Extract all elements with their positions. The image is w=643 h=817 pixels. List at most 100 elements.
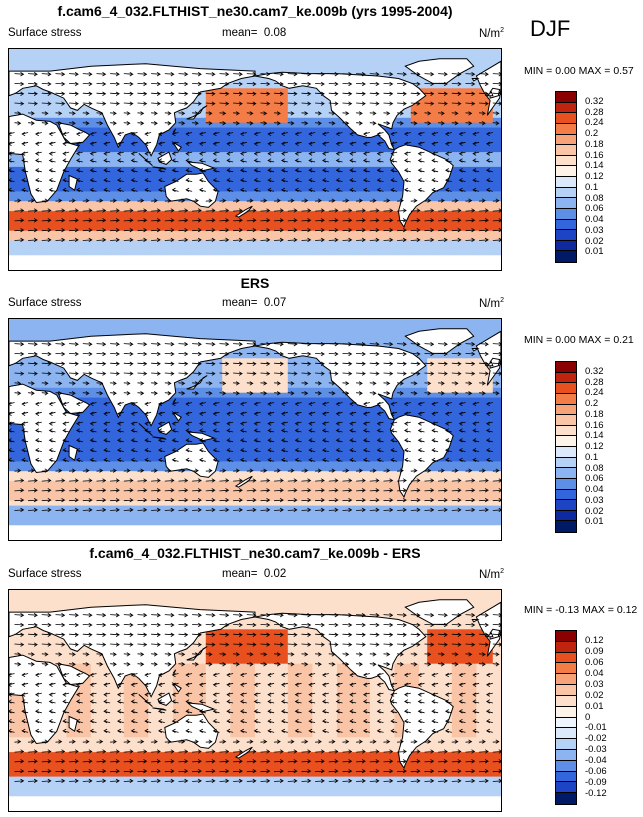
field-cell bbox=[492, 181, 501, 188]
field-cell bbox=[197, 220, 207, 227]
field-cell bbox=[353, 432, 363, 438]
field-cell bbox=[287, 397, 297, 404]
field-cell bbox=[312, 181, 322, 188]
stress-arrow bbox=[260, 111, 268, 116]
field-cell bbox=[230, 157, 240, 163]
field-cell bbox=[419, 245, 428, 251]
field-cell bbox=[328, 382, 338, 389]
stress-arrow bbox=[342, 121, 350, 126]
field-cell bbox=[419, 132, 428, 138]
stress-arrow bbox=[117, 158, 124, 163]
field-cell bbox=[25, 377, 35, 384]
field-cell bbox=[197, 333, 207, 340]
field-cell bbox=[460, 142, 469, 148]
field-cell bbox=[99, 176, 108, 183]
field-cell bbox=[148, 328, 158, 335]
field-cell bbox=[132, 328, 141, 335]
field-cell bbox=[255, 245, 264, 251]
field-cell bbox=[320, 196, 330, 202]
field-cell bbox=[9, 328, 18, 335]
field-cell bbox=[140, 240, 149, 246]
field-cell bbox=[443, 83, 453, 89]
field-cell bbox=[304, 166, 313, 173]
field-cell bbox=[345, 166, 354, 173]
field-cell bbox=[435, 353, 445, 359]
field-cell bbox=[361, 166, 371, 173]
field-cell bbox=[263, 250, 272, 256]
stress-arrow bbox=[69, 218, 79, 223]
stress-arrow bbox=[369, 218, 380, 223]
field-cell bbox=[99, 166, 108, 173]
field-cell bbox=[296, 358, 305, 364]
field-cell bbox=[271, 58, 281, 65]
field-cell bbox=[263, 191, 272, 197]
field-cell bbox=[312, 412, 322, 418]
field-cell bbox=[451, 377, 461, 384]
field-cell bbox=[279, 338, 289, 345]
field-cell bbox=[492, 225, 501, 232]
field-cell bbox=[230, 240, 240, 246]
field-cell bbox=[460, 412, 469, 418]
field-cell bbox=[99, 117, 108, 124]
field-cell bbox=[17, 211, 26, 217]
field-cell bbox=[41, 333, 51, 340]
field-cell bbox=[435, 137, 445, 143]
field-cell bbox=[476, 147, 486, 153]
stress-arrow bbox=[41, 237, 52, 243]
field-cell bbox=[181, 397, 190, 404]
field-cell bbox=[386, 250, 395, 256]
field-cell bbox=[451, 127, 461, 134]
field-cell bbox=[320, 107, 330, 114]
stress-arrow bbox=[410, 111, 418, 116]
field-cell bbox=[304, 196, 313, 202]
field-cell bbox=[82, 147, 92, 153]
field-cell bbox=[484, 245, 494, 251]
stress-arrow bbox=[397, 237, 407, 243]
field-cell bbox=[451, 245, 461, 251]
field-cell bbox=[369, 206, 379, 212]
field-cell bbox=[402, 392, 412, 399]
field-cell bbox=[156, 171, 166, 178]
field-cell bbox=[132, 137, 141, 143]
field-cell bbox=[189, 412, 199, 418]
field-cell bbox=[410, 402, 420, 408]
field-cell bbox=[468, 68, 477, 75]
field-cell bbox=[435, 122, 445, 129]
field-cell bbox=[164, 412, 174, 418]
field-cell bbox=[230, 117, 240, 124]
field-cell bbox=[468, 49, 477, 55]
field-cell bbox=[378, 319, 387, 325]
stress-arrow bbox=[328, 198, 336, 203]
field-cell bbox=[107, 147, 117, 153]
field-cell bbox=[238, 137, 248, 143]
field-cell bbox=[296, 211, 305, 217]
field-cell bbox=[328, 176, 338, 183]
field-cell bbox=[99, 446, 108, 453]
field-cell bbox=[369, 58, 379, 65]
stress-arrow bbox=[171, 177, 179, 183]
field-cell bbox=[435, 117, 445, 124]
field-cell bbox=[74, 216, 84, 222]
field-cell bbox=[484, 137, 494, 143]
field-cell bbox=[189, 417, 199, 423]
field-cell bbox=[337, 152, 346, 158]
field-cell bbox=[419, 230, 428, 237]
field-cell bbox=[427, 245, 436, 251]
stress-arrow bbox=[28, 91, 38, 96]
field-cell bbox=[263, 171, 272, 178]
field-cell bbox=[402, 53, 412, 60]
field-cell bbox=[484, 382, 494, 389]
field-cell bbox=[99, 152, 108, 158]
field-cell bbox=[263, 436, 272, 443]
field-cell bbox=[460, 196, 469, 202]
field-cell bbox=[279, 432, 289, 438]
field-cell bbox=[460, 348, 469, 354]
field-cell bbox=[386, 436, 395, 443]
field-cell bbox=[460, 323, 469, 330]
field-cell bbox=[394, 176, 404, 183]
field-cell bbox=[33, 250, 43, 256]
field-cell bbox=[222, 432, 231, 438]
stress-arrow bbox=[308, 187, 316, 193]
field-cell bbox=[189, 147, 199, 153]
field-cell bbox=[492, 235, 501, 242]
